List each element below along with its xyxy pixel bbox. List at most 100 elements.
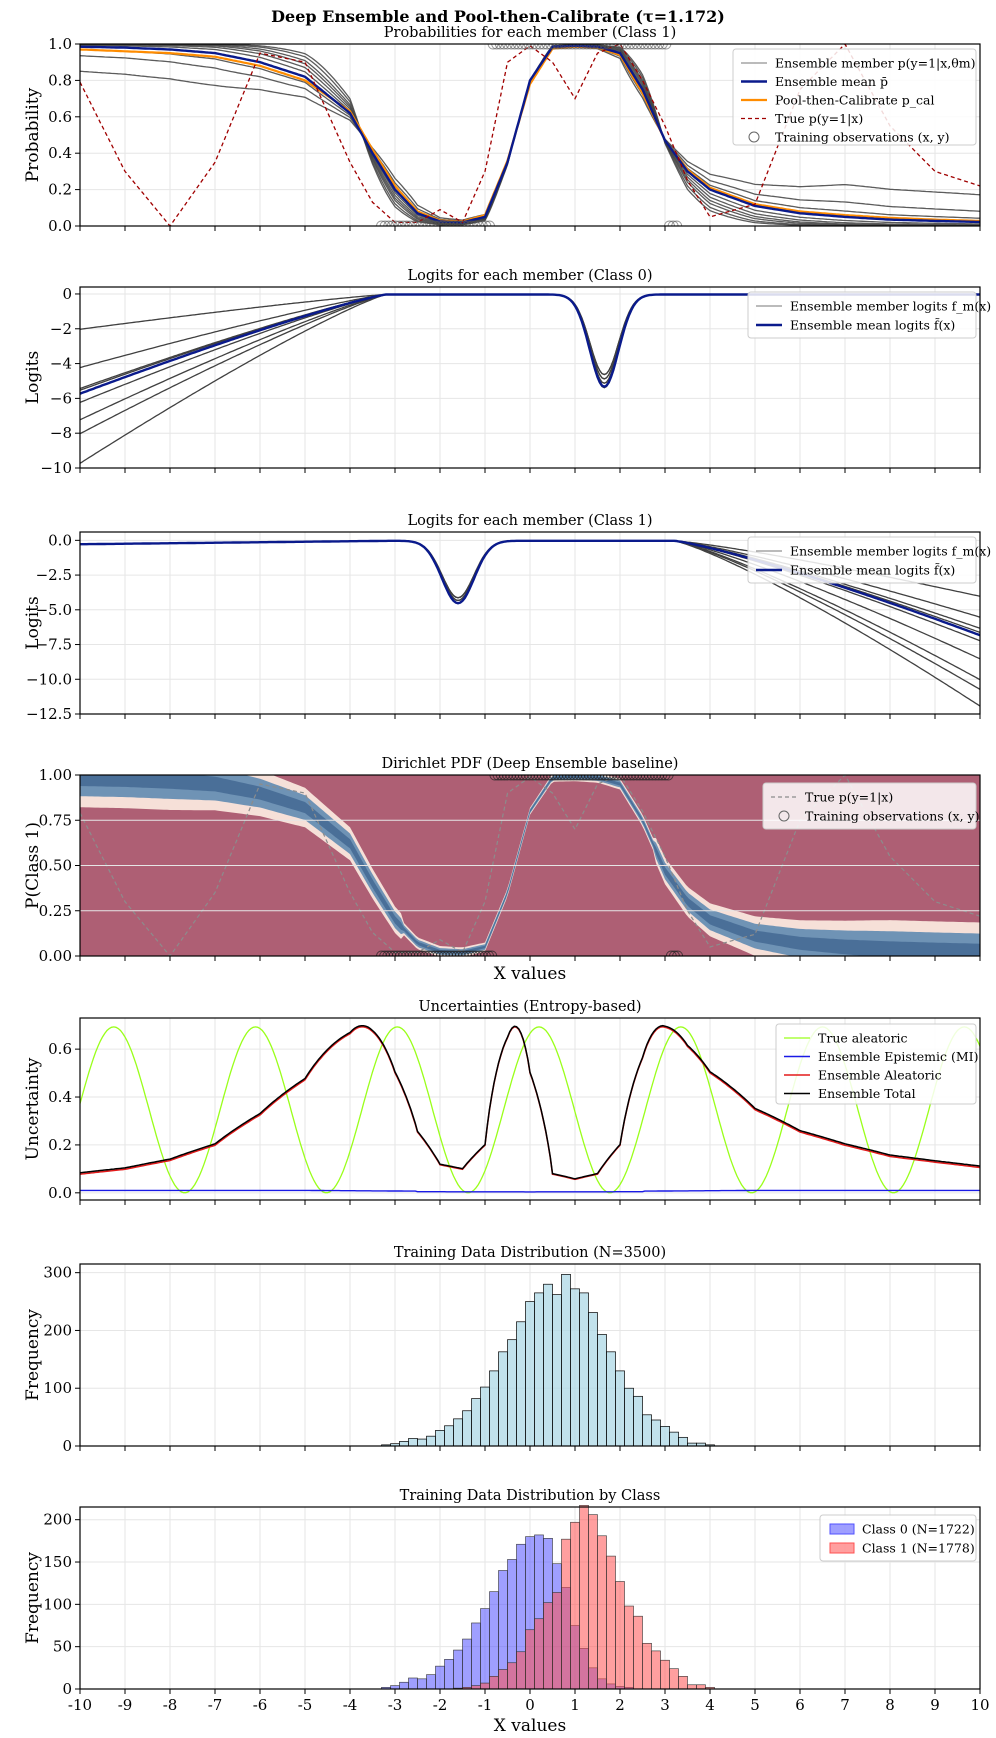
observation-point [563,44,575,50]
class1-histogram-bar [633,1615,643,1690]
histogram-bar [588,1312,598,1447]
panel-hist_all: 0 100 200 300 Training Data Distribution (N=… [23,1245,981,1455]
observation-point [631,775,643,781]
observation-point [671,220,683,226]
observation-point [624,44,636,50]
class1-histogram-bar [651,1650,661,1690]
class1-histogram-bar [579,1505,589,1690]
observation-point [420,950,432,956]
epistemic-curve [80,1189,980,1193]
observation-point [621,775,633,781]
observation-point [568,775,580,781]
observation-point [539,775,551,781]
ytick-label: 0.00 [39,947,72,965]
class1-histogram-bar [588,1514,598,1690]
class1-histogram-bar [687,1684,697,1690]
legend-swatch [748,131,760,143]
plot-area [80,44,980,226]
ylabel: P(Class 1) [23,822,43,909]
observation-point [457,950,469,956]
observation-point [649,44,661,50]
observation-point [650,775,661,781]
xtick-label: -2 [433,1696,448,1714]
xtick-label: 4 [705,1696,715,1714]
observation-point [640,775,652,781]
histogram-bar [651,1419,661,1447]
observation-point [577,775,589,781]
legend-label: Ensemble Total [818,1086,916,1101]
observation-point [426,220,438,226]
observation-point [592,44,603,50]
observation-point [664,220,675,226]
ytick-label: 200 [43,1321,72,1339]
legend-label: True aleatoric [818,1031,908,1046]
class1-histogram-bar [570,1521,580,1690]
legend-label: Ensemble mean logits f̃(x) [790,562,955,578]
ylabel: Uncertainty [23,1057,43,1160]
observation-point [404,220,416,226]
observation-point [394,950,406,956]
xtick-label: 3 [660,1696,670,1714]
observation-point [653,44,665,50]
observation-point [587,775,598,781]
class1-histogram-bar [552,1592,562,1690]
observation-point [492,775,504,781]
ytick-label: 0.8 [48,71,72,89]
observation-point [435,950,447,956]
xtick-label: 2 [615,1696,625,1714]
observation-point [590,775,602,781]
observation-point [595,44,607,50]
observation-point [552,775,564,781]
observation-point [461,950,472,956]
observation-point [473,950,485,956]
ytick-label: 0.50 [39,857,72,875]
class1-histogram-bar [660,1659,670,1690]
legend-label: Training observations (x, y) [805,809,979,824]
xtick-label: -10 [68,1696,92,1714]
ytick-label: 0.4 [48,1088,72,1106]
histogram-bar [633,1395,643,1447]
observation-point [558,775,570,781]
observation-point [520,44,531,50]
observation-point [458,220,470,226]
panel-title: Training Data Distribution (N=3500) [394,1245,666,1261]
class1-histogram-bar [642,1642,652,1690]
histogram-bar [597,1334,607,1447]
observation-point [656,44,668,50]
total-uncertainty-curve [80,1024,980,1180]
observation-point [480,950,491,956]
observation-point [451,220,463,226]
observation-point [584,44,596,50]
observation-point [536,775,548,781]
legend-label: Training observations (x, y) [775,130,949,145]
observation-point [462,220,474,226]
observation-point [502,44,513,50]
legend-label: True p(y=1|x) [775,111,863,126]
observation-point [444,220,456,226]
observation-point [543,775,554,781]
observation-point [545,44,557,50]
observation-point [523,44,535,50]
legend-swatch [778,810,790,822]
class0-histogram-bar [480,1608,490,1690]
observation-point [588,44,600,50]
class0-histogram-bar [408,1677,418,1690]
histogram-bar [426,1435,436,1447]
ytick-label: −12.5 [26,705,72,723]
observation-point [467,950,479,956]
ytick-label: −6 [50,389,72,407]
ytick-label: 0.75 [39,811,72,829]
ytick-label: −8 [50,424,72,442]
observation-point [466,220,477,226]
legend-label: Ensemble Aleatoric [818,1068,942,1083]
observation-point [404,950,416,956]
ylabel: Frequency [23,1552,43,1644]
legend-box [762,782,977,830]
ytick-label: −10.0 [26,670,72,688]
legend-label: Ensemble Epistemic (MI) [818,1049,979,1064]
histogram-bar [453,1418,463,1447]
histogram-bar [516,1321,526,1447]
ytick-label: 100 [43,1595,72,1613]
class1-histogram-bar [498,1669,508,1690]
